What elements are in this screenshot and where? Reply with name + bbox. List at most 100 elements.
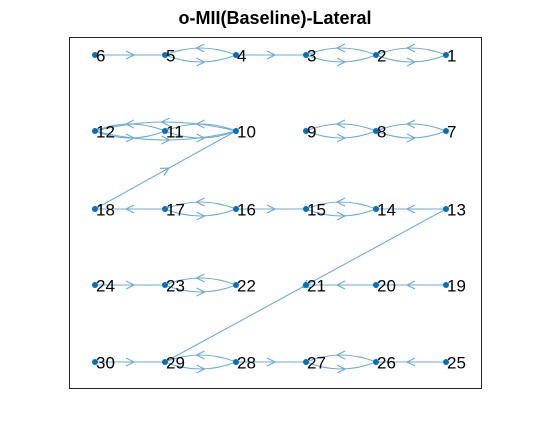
node-label: 22 <box>237 276 256 295</box>
edge-arrow <box>124 119 135 129</box>
node <box>162 359 168 365</box>
node-label: 12 <box>96 122 115 141</box>
edge-arrow <box>266 357 277 367</box>
edge-arrow <box>195 43 205 53</box>
edge <box>375 123 447 132</box>
node <box>303 128 309 134</box>
node <box>373 128 379 134</box>
node <box>233 128 239 134</box>
node-label: 3 <box>307 46 316 65</box>
node <box>303 52 309 58</box>
edge-arrow <box>196 364 206 374</box>
node-label: 11 <box>166 122 184 141</box>
edge-arrow <box>196 133 206 143</box>
node <box>233 359 239 365</box>
node <box>233 282 239 288</box>
edge <box>305 201 377 210</box>
node <box>443 359 449 365</box>
edge <box>375 130 447 139</box>
node <box>92 206 98 212</box>
node <box>92 52 98 58</box>
node <box>92 359 98 365</box>
edge <box>164 277 237 286</box>
node-label: 27 <box>307 353 326 372</box>
node-label: 30 <box>96 353 115 372</box>
node-label: 28 <box>237 353 256 372</box>
edge-arrow <box>196 287 206 297</box>
node <box>233 206 239 212</box>
node <box>233 52 239 58</box>
edge-arrow <box>406 57 417 67</box>
node <box>162 282 168 288</box>
edge-arrow <box>405 280 416 290</box>
edge <box>305 208 377 217</box>
edge-arrow <box>405 357 416 367</box>
edge <box>164 47 237 56</box>
node-label: 7 <box>447 122 456 141</box>
node <box>162 128 168 134</box>
edge-arrow <box>336 57 347 67</box>
node <box>443 282 449 288</box>
edge-arrow <box>196 211 206 221</box>
node-label: 15 <box>307 200 326 219</box>
node-label: 16 <box>237 200 256 219</box>
edge <box>164 201 237 210</box>
edge-arrow <box>335 43 346 53</box>
node-label: 2 <box>377 46 386 65</box>
edge-arrow <box>405 119 416 129</box>
edge-arrow <box>196 57 206 67</box>
edge <box>164 361 237 370</box>
edge <box>94 121 237 132</box>
edge-arrow <box>266 204 277 214</box>
edge-arrow <box>335 119 346 129</box>
node <box>92 128 98 134</box>
node-label: 21 <box>307 276 326 295</box>
node <box>373 359 379 365</box>
edge-arrow <box>335 350 346 360</box>
node <box>162 52 168 58</box>
node-label: 19 <box>447 276 466 295</box>
node <box>373 52 379 58</box>
edge-arrow <box>195 197 205 207</box>
node-label: 1 <box>447 46 456 65</box>
node <box>373 206 379 212</box>
edge <box>305 130 377 139</box>
edge-arrow <box>406 133 417 143</box>
node <box>92 282 98 288</box>
edge-arrow <box>336 133 347 143</box>
edge-arrow <box>161 135 171 145</box>
node-label: 24 <box>96 276 115 295</box>
edge-arrow <box>336 211 347 221</box>
edge-arrow <box>335 280 346 290</box>
node-label: 13 <box>447 200 466 219</box>
node-label: 4 <box>237 46 246 65</box>
edge <box>305 47 377 56</box>
node <box>373 282 379 288</box>
edge-arrow <box>125 50 136 60</box>
node-label: 25 <box>447 353 466 372</box>
node-label: 26 <box>377 353 396 372</box>
edge-arrow <box>125 280 136 290</box>
edge <box>164 284 237 293</box>
node <box>162 206 168 212</box>
edge <box>94 130 237 210</box>
node-label: 18 <box>96 200 115 219</box>
edge <box>305 354 377 363</box>
node-label: 23 <box>166 276 185 295</box>
node <box>303 359 309 365</box>
node <box>303 206 309 212</box>
edge-arrow <box>336 364 347 374</box>
edge-arrow <box>160 167 171 176</box>
node <box>303 282 309 288</box>
edge <box>164 54 237 63</box>
node <box>443 206 449 212</box>
node-label: 6 <box>96 46 105 65</box>
edge-arrow <box>124 204 135 214</box>
axes-box <box>69 37 482 389</box>
node-label: 29 <box>166 353 185 372</box>
edge-arrow <box>266 50 277 60</box>
node-label: 10 <box>237 122 256 141</box>
edge <box>164 208 237 217</box>
